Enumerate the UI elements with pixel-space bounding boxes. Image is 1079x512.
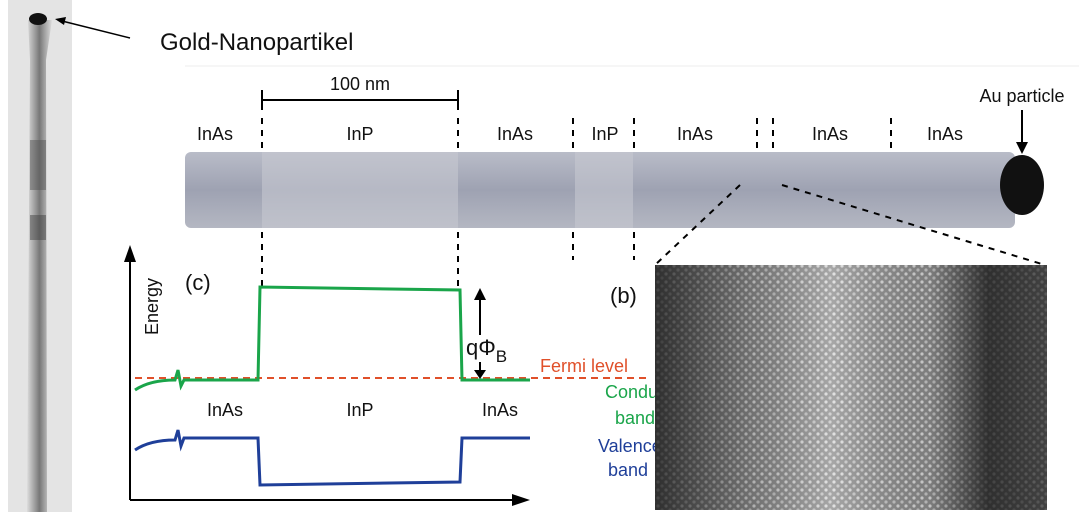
band: [30, 140, 46, 190]
inp-segment: [262, 152, 458, 228]
segment-label: InAs: [497, 124, 533, 144]
band: [30, 215, 46, 240]
hrtem-shade: [655, 265, 1047, 510]
axis-arrow: [124, 245, 136, 262]
au-particle: [1000, 155, 1044, 215]
left-image: [8, 0, 72, 512]
segment-label: InAs: [927, 124, 963, 144]
figure: Gold-Nanopartikel 100 nm Au particle InA…: [0, 0, 1079, 512]
barrier-main: qΦ: [466, 335, 496, 360]
scale-label: 100 nm: [330, 74, 390, 94]
valence-label: Valence: [598, 436, 662, 456]
arrow-head: [1016, 142, 1028, 154]
barrier-subscript: B: [496, 347, 507, 366]
valence-label: band: [608, 460, 648, 480]
arrow-head: [474, 288, 486, 300]
panel-label: (b): [610, 283, 637, 308]
segment-label: InP: [346, 124, 373, 144]
segment-label: InAs: [197, 124, 233, 144]
barrier-label: qΦB: [466, 335, 507, 366]
segment-label: InP: [591, 124, 618, 144]
axis-arrow: [512, 494, 530, 506]
region-label: InAs: [207, 400, 243, 420]
segment-labels: InAs InP InAs InP InAs InAs InAs: [197, 124, 963, 144]
segment-label: InAs: [677, 124, 713, 144]
inp-segment: [575, 152, 633, 228]
gold-particle: [29, 13, 47, 25]
conduction-label: band: [615, 408, 655, 428]
panel-label: (c): [185, 270, 211, 295]
label: Gold-Nanopartikel: [160, 29, 353, 56]
region-label: InP: [346, 400, 373, 420]
particle-label: Au particle: [979, 86, 1064, 106]
segment-label: InAs: [812, 124, 848, 144]
fermi-label: Fermi level: [540, 356, 628, 376]
region-label: InAs: [482, 400, 518, 420]
y-axis-label: Energy: [142, 278, 162, 335]
valence-band: [135, 430, 530, 485]
